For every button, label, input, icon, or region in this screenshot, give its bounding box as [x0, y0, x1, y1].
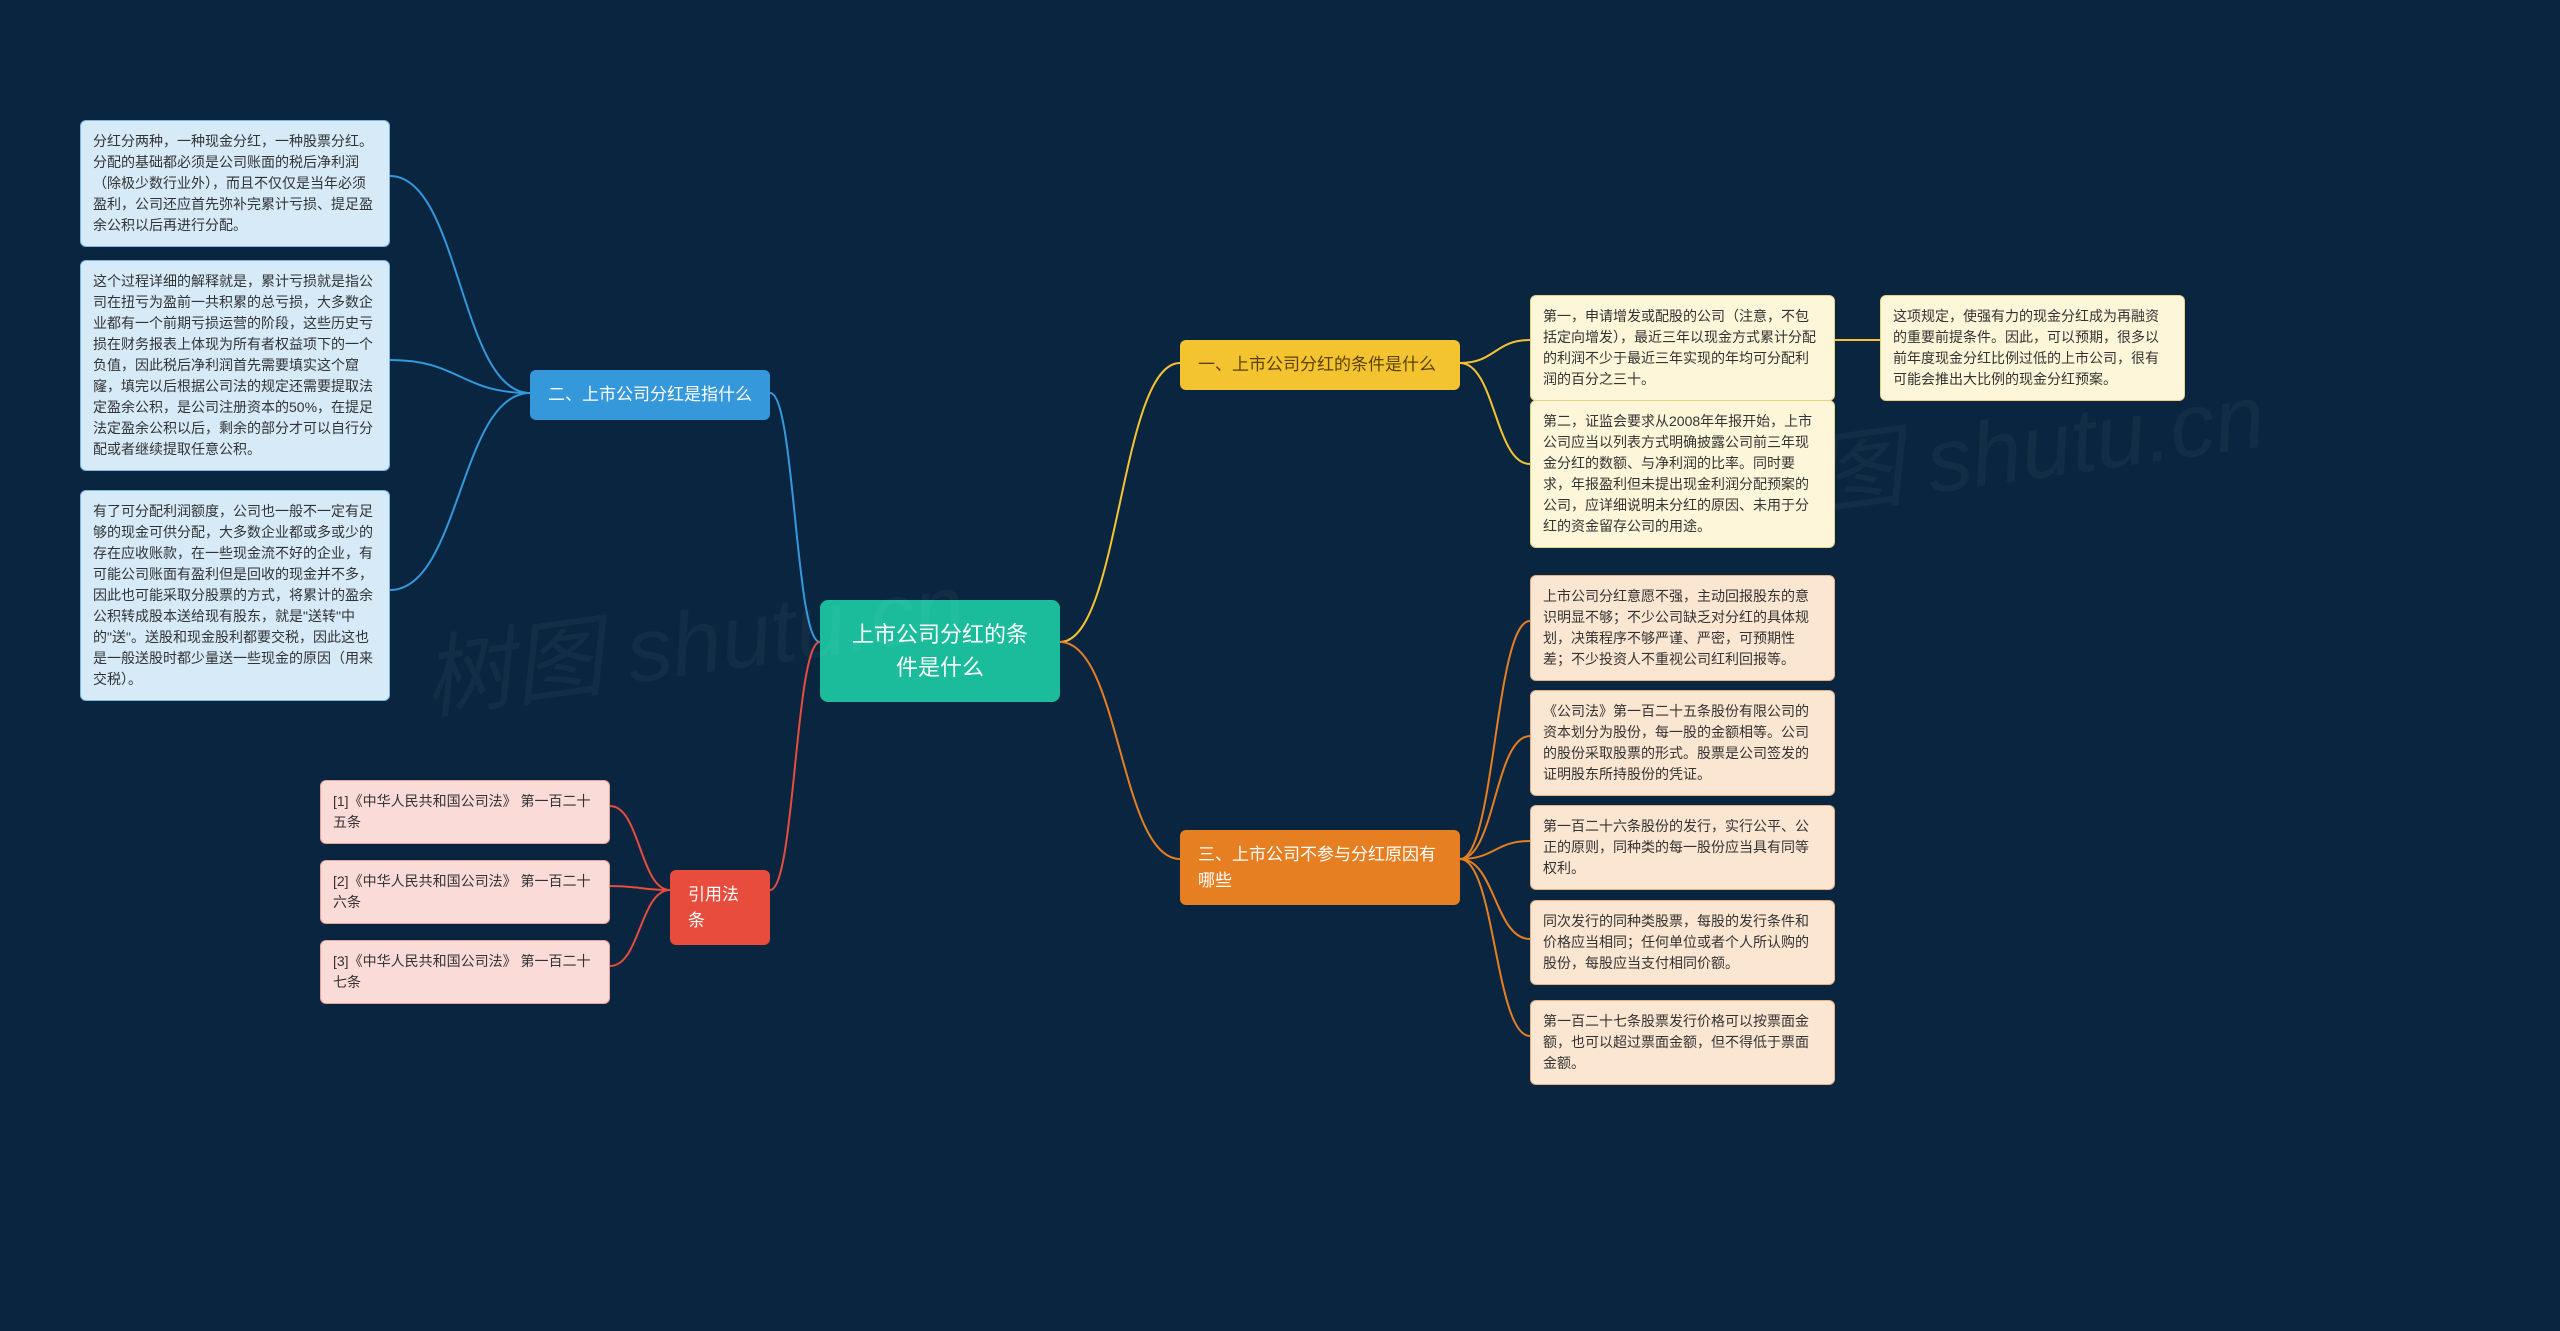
leaf-b4l3: [3]《中华人民共和国公司法》 第一百二十七条: [320, 940, 610, 1004]
leaf-b3l2: 《公司法》第一百二十五条股份有限公司的资本划分为股份，每一股的金额相等。公司的股…: [1530, 690, 1835, 796]
branch-b2: 二、上市公司分红是指什么: [530, 370, 770, 420]
leaf-b4l1: [1]《中华人民共和国公司法》 第一百二十五条: [320, 780, 610, 844]
leaf-b4l2: [2]《中华人民共和国公司法》 第一百二十六条: [320, 860, 610, 924]
branch-b1: 一、上市公司分红的条件是什么: [1180, 340, 1460, 390]
leaf-b1l1: 第一，申请增发或配股的公司（注意，不包括定向增发），最近三年以现金方式累计分配的…: [1530, 295, 1835, 401]
leaf-b3l4: 同次发行的同种类股票，每股的发行条件和价格应当相同；任何单位或者个人所认购的股份…: [1530, 900, 1835, 985]
leaf-b3l5: 第一百二十七条股票发行价格可以按票面金额，也可以超过票面金额，但不得低于票面金额…: [1530, 1000, 1835, 1085]
leaf-b3l1: 上市公司分红意愿不强，主动回报股东的意识明显不够；不少公司缺乏对分红的具体规划，…: [1530, 575, 1835, 681]
branch-b3: 三、上市公司不参与分红原因有哪些: [1180, 830, 1460, 905]
leaf-b1l1c1: 这项规定，使强有力的现金分红成为再融资的重要前提条件。因此，可以预期，很多以前年…: [1880, 295, 2185, 401]
center-node: 上市公司分红的条件是什么: [820, 600, 1060, 702]
leaf-b3l3: 第一百二十六条股份的发行，实行公平、公正的原则，同种类的每一股份应当具有同等权利…: [1530, 805, 1835, 890]
leaf-b2l2: 这个过程详细的解释就是，累计亏损就是指公司在扭亏为盈前一共积累的总亏损，大多数企…: [80, 260, 390, 471]
branch-b4: 引用法条: [670, 870, 770, 945]
leaf-b1l2: 第二，证监会要求从2008年年报开始，上市公司应当以列表方式明确披露公司前三年现…: [1530, 400, 1835, 548]
leaf-b2l3: 有了可分配利润额度，公司也一般不一定有足够的现金可供分配，大多数企业都或多或少的…: [80, 490, 390, 701]
leaf-b2l1: 分红分两种，一种现金分红，一种股票分红。分配的基础都必须是公司账面的税后净利润（…: [80, 120, 390, 247]
